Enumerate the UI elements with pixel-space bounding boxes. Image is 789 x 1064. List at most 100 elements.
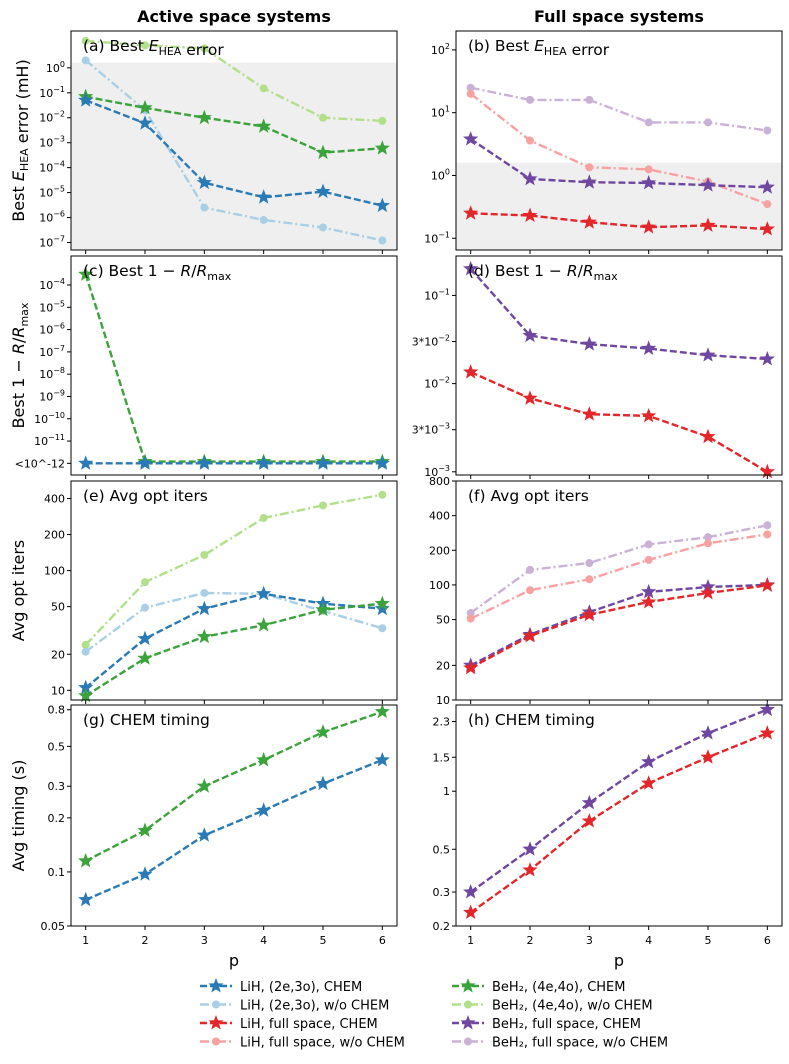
axes-frame xyxy=(70,480,398,701)
data-point-BeH2_active_chem xyxy=(137,822,153,838)
legend-entry: LiH, full space, w/o CHEM xyxy=(200,1036,405,1051)
data-point-BeH2_active_chem xyxy=(256,617,272,632)
x-tick-label: 5 xyxy=(319,934,326,947)
data-point-LiH_active_chem xyxy=(196,827,212,842)
data-point-LiH_full_wo xyxy=(526,586,535,595)
x-tick-label: 5 xyxy=(704,934,711,947)
panel-b: 10−1 100 101 102 (b) Best EHEA error xyxy=(424,30,783,254)
data-point-BeH2_active_chem xyxy=(374,140,390,155)
data-point-LiH_active_chem xyxy=(315,775,331,791)
series-line-BeH2_full_chem xyxy=(469,268,768,361)
y-tick-label: 3*10−2 xyxy=(412,334,450,349)
data-point-BeH2_full_wo xyxy=(585,95,594,104)
y-tick-label: 20 xyxy=(51,648,65,661)
data-point-LiH_full_chem xyxy=(759,725,775,740)
data-point-BeH2_full_chem xyxy=(700,177,716,192)
panel-f: 10 20 50 100 200 400 800 (f) Avg opt iters xyxy=(429,475,783,707)
series-line-BeH2_active_chem xyxy=(85,710,383,863)
y-tick-label: 400 xyxy=(44,492,65,505)
series-line-LiH_active_chem xyxy=(85,99,383,207)
axes-frame xyxy=(70,30,398,251)
data-point-BeH2_full_chem xyxy=(522,170,538,186)
y-tick-label: 100 xyxy=(429,579,450,592)
axes-frame xyxy=(455,255,783,476)
series-line-LiH_full_chem xyxy=(470,584,768,669)
data-point-BeH2_full_wo xyxy=(644,118,653,127)
y-tick-label: 0.1 xyxy=(48,866,66,879)
axes-frame xyxy=(70,255,398,476)
legend-swatch-marker xyxy=(464,1037,472,1046)
legend-entry: LiH, full space, CHEM xyxy=(200,1015,378,1032)
y-tick-label: 0.3 xyxy=(48,780,66,793)
data-point-LiH_active_chem xyxy=(196,174,212,190)
data-point-LiH_full_chem xyxy=(700,585,716,600)
data-point-BeH2_active_wo xyxy=(378,490,387,499)
data-point-BeH2_full_chem xyxy=(463,884,479,899)
legend-entry: BeH₂, full space, CHEM xyxy=(452,1015,641,1032)
data-point-LiH_full_wo xyxy=(763,200,772,209)
panel-title-a: (a) Best EHEA error xyxy=(83,37,224,59)
legend-label: LiH, full space, CHEM xyxy=(240,1017,378,1032)
axes-frame xyxy=(455,704,783,927)
data-point-BeH2_active_chem xyxy=(78,687,94,703)
series-line-BeH2_active_chem xyxy=(84,274,383,463)
data-point-LiH_active_chem xyxy=(196,600,212,616)
data-point-LiH_active_chem xyxy=(374,600,390,616)
chemical-accuracy-band xyxy=(71,62,397,251)
series-line-LiH_active_chem xyxy=(85,758,383,901)
data-point-BeH2_active_chem xyxy=(256,751,272,767)
panel-d: 10−3 3*10−3 10−2 3*10−2 10−1 (d) Best 1 − R/R… xyxy=(412,255,783,479)
y-tick-label: 10−5 xyxy=(39,299,65,314)
y-tick-label: 400 xyxy=(429,510,450,523)
data-point-LiH_full_wo xyxy=(526,136,535,145)
data-point-LiH_full_chem xyxy=(522,207,538,223)
data-point-LiH_active_chem xyxy=(374,751,390,767)
x-tick-label: 2 xyxy=(142,934,149,947)
data-point-LiH_full_wo xyxy=(585,163,594,172)
legend-entry: LiH, (2e,3o), CHEM xyxy=(200,978,362,995)
x-tick-label: 2 xyxy=(527,934,534,947)
data-point-BeH2_active_chem xyxy=(196,628,212,644)
data-point-BeH2_active_wo xyxy=(200,550,209,559)
data-point-BeH2_full_chem xyxy=(522,327,538,343)
y-tick-label: 10−7 xyxy=(39,344,65,359)
data-point-BeH2_active_chem xyxy=(315,601,331,617)
data-point-LiH_active_chem xyxy=(78,92,94,107)
y-tick-label: 10 xyxy=(436,694,450,707)
series-line-BeH2_full_chem xyxy=(469,708,768,893)
data-point-BeH2_full_chem xyxy=(641,753,657,769)
legend-label: LiH, full space, w/o CHEM xyxy=(240,1036,405,1051)
y-tick-label: 101 xyxy=(431,105,450,120)
y-tick-label: 0.8 xyxy=(48,704,66,717)
data-point-LiH_full_chem xyxy=(522,862,538,877)
y-tick-label: 200 xyxy=(44,529,65,542)
data-point-BeH2_active_chem xyxy=(137,99,153,115)
y-tick-label: 3*10−3 xyxy=(412,422,450,437)
data-point-LiH_active_chem xyxy=(315,183,331,199)
x-axis-label-right: p xyxy=(614,951,624,970)
y-tick-label: 100 xyxy=(44,565,65,578)
data-point-LiH_full_wo xyxy=(703,539,712,548)
data-point-BeH2_active_wo xyxy=(259,84,268,93)
y-tick-label: 10−3 xyxy=(39,135,65,150)
x-tick-label: 4 xyxy=(260,934,267,947)
panel-title-g: (g) CHEM timing xyxy=(83,711,210,729)
y-tick-label: 100 xyxy=(431,167,450,182)
data-point-BeH2_active_wo xyxy=(200,44,209,53)
legend: LiH, (2e,3o), CHEM BeH₂, (4e,4o), CHEM LiH… xyxy=(200,978,668,1051)
data-point-BeH2_full_wo xyxy=(466,83,475,92)
data-point-LiH_full_chem xyxy=(463,205,479,220)
legend-entry: BeH₂, full space, w/o CHEM xyxy=(452,1036,668,1051)
data-point-LiH_full_chem xyxy=(641,407,657,423)
y-tick-label: 10−1 xyxy=(424,287,450,302)
column-title-full: Full space systems xyxy=(534,7,704,26)
series-line-BeH2_active_chem xyxy=(85,95,383,154)
y-tick-label: 200 xyxy=(429,544,450,557)
data-point-BeH2_full_wo xyxy=(526,95,535,104)
data-point-LiH_active_chem xyxy=(196,455,212,470)
data-point-BeH2_full_wo xyxy=(466,609,475,618)
series-line-BeH2_full_chem xyxy=(470,138,768,189)
series-line-BeH2_active_wo xyxy=(85,39,383,123)
y-tick-label: 0.5 xyxy=(48,740,66,753)
legend-swatch-marker xyxy=(208,1015,224,1030)
